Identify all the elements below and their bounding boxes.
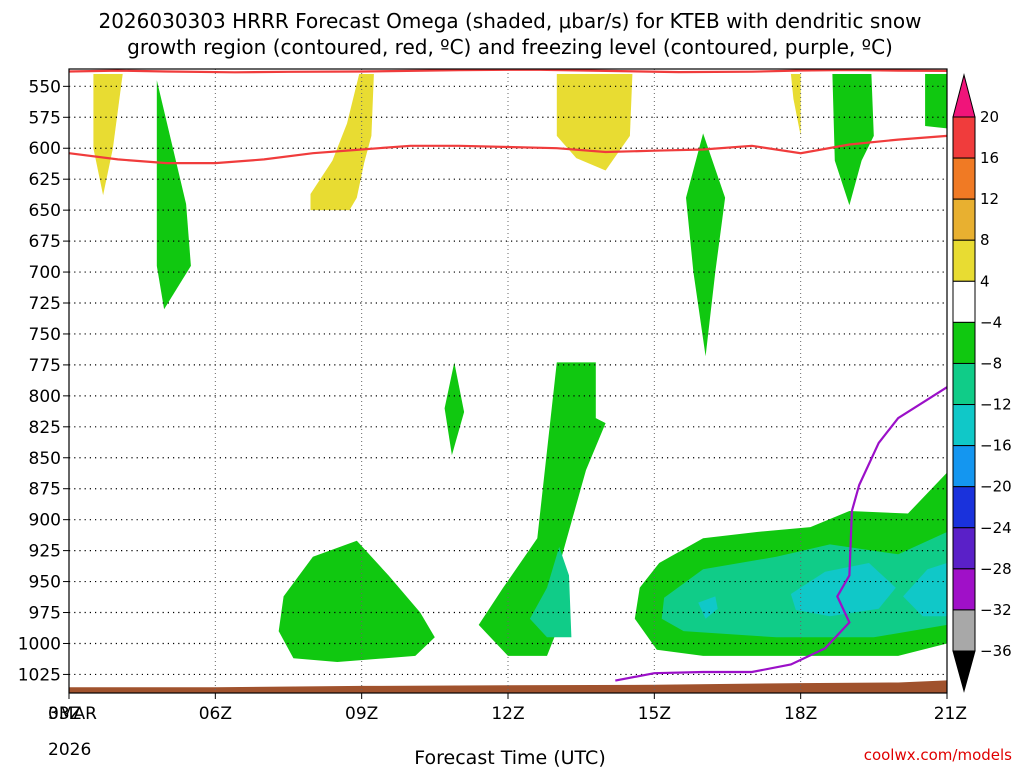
colorbar-label-8: −16 [980,437,1012,455]
region-omega-neg-1300z-low [478,362,606,656]
x-tick-label-09Z: 09Z [345,704,378,724]
contour-freezing-level [615,386,948,682]
x-tick-label-18Z: 18Z [784,704,817,724]
colorbar-band-7 [952,404,976,447]
y-axis-ticks: 550 575 600 625 650 675 700 725 750 775 800 825 850 8… [18,77,69,685]
credit-text: coolwx.com/models [864,746,1012,764]
colorbar-band-8 [952,445,976,488]
region-omega-neg-1000z [444,362,465,456]
y-tick-label-950: 950 [29,573,61,593]
region-omega-neg-1600z [686,133,726,357]
y-tick-label-625: 625 [29,170,61,190]
colorbar-label-4: 4 [980,272,990,290]
x-tick-label-21Z: 21Z [934,704,967,724]
region-omega-neg-0830z-low [278,540,435,662]
colorbar-label-2: 12 [980,190,999,208]
y-tick-label-750: 750 [29,325,61,345]
colorbar-label-1: 16 [980,149,999,167]
colorbar-label-5: −4 [980,313,1002,331]
colorbar-over-triangle [952,73,976,118]
region-omega-neg16-1830z [790,563,896,617]
region-omega-pos-1800z [790,74,801,136]
y-tick-label-725: 725 [29,294,61,314]
y-tick-label-925: 925 [29,542,61,562]
colorbar-label-11: −28 [980,560,1012,578]
x-axis-ticks: 03Z 06Z 09Z 12Z 15Z 18Z 21Z [48,693,967,724]
region-omega-neg-0500z [156,80,191,310]
colorbar: 20 16 12 8 4 −4 −8 −12 −16 −20 −24 −28 −32 −36 [952,73,1012,693]
colorbar-label-9: −20 [980,478,1012,496]
chart-title-line2: growth region (contoured, red, ºC) and f… [127,35,893,59]
region-omega-neg12-1300z [529,546,572,638]
y-tick-label-825: 825 [29,418,61,438]
colorbar-band-6 [952,362,976,406]
colorbar-label-13: −36 [980,642,1012,660]
grid-lines [69,69,947,693]
colorbar-band-12 [952,609,976,652]
colorbar-label-12: −32 [980,601,1012,619]
ground-terrain [69,680,947,693]
colorbar-band-1 [952,157,976,200]
colorbar-band-9 [952,486,976,529]
colorbar-label-10: −24 [980,519,1012,537]
region-omega-pos-1345z [556,74,633,171]
colorbar-band-10 [952,527,976,570]
colorbar-band-0 [952,116,976,159]
colorbar-label-3: 8 [980,231,990,249]
x-tick-label-06Z: 06Z [199,704,232,724]
region-omega-neg-2100z-top [925,74,947,129]
region-omega-pos-0345z [93,74,123,196]
x-date-day: 3MAR [48,704,97,724]
colorbar-label-7: −12 [980,396,1012,414]
colorbar-label-0: 20 [980,108,999,126]
y-tick-label-675: 675 [29,232,61,252]
y-tick-label-850: 850 [29,449,61,469]
region-omega-neg-1900z [832,74,874,206]
region-omega-neg16-2030z [903,563,947,617]
y-tick-label-775: 775 [29,356,61,376]
ground-fill [69,680,947,693]
contour-dgz-top [68,68,948,74]
region-omega-neg12-1800z [661,532,947,638]
chart-title-line1: 2026030303 HRRR Forecast Omega (shaded, … [98,9,921,33]
y-tick-label-900: 900 [29,511,61,531]
colorbar-band-2 [952,198,976,241]
x-tick-label-03Z: 03Z [48,704,81,724]
y-tick-label-600: 600 [29,139,61,159]
x-tick-label-12Z: 12Z [491,704,524,724]
x-tick-label-15Z: 15Z [638,704,671,724]
colorbar-band-5 [952,321,976,364]
y-tick-label-1025: 1025 [18,665,61,685]
colorbar-band-11 [952,568,976,611]
y-tick-label-575: 575 [29,108,61,128]
contour-dgz-bottom [68,134,948,165]
colorbar-band-3 [952,239,976,282]
y-tick-label-1000: 1000 [18,634,61,654]
colorbar-label-6: −8 [980,354,1002,372]
colorbar-under-triangle [952,650,976,693]
y-tick-label-550: 550 [29,77,61,97]
omega-shading [93,74,947,662]
y-tick-label-975: 975 [29,604,61,624]
y-tick-label-650: 650 [29,201,61,221]
x-date-year: 2026 [48,740,91,760]
region-omega-neg16-1615z [698,596,718,619]
region-omega-pos-0900z [310,74,374,211]
y-tick-label-800: 800 [29,387,61,407]
colorbar-band-4 [952,280,976,323]
x-axis-label: Forecast Time (UTC) [414,747,605,768]
y-tick-label-700: 700 [29,263,61,283]
y-tick-label-875: 875 [29,480,61,500]
